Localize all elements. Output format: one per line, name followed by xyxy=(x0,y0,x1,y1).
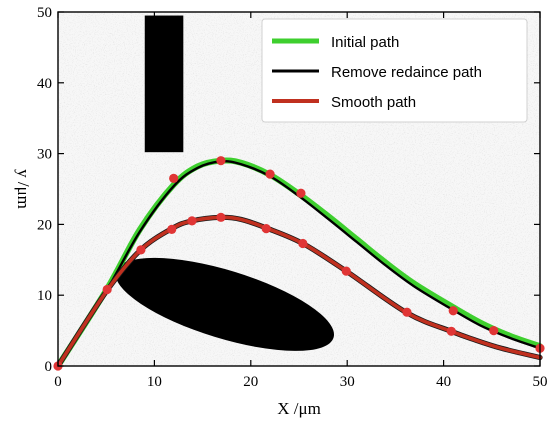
x-tick-label: 20 xyxy=(243,374,258,390)
path-waypoint-marker xyxy=(265,169,275,179)
y-tick-label: 0 xyxy=(45,359,53,375)
path-waypoint-marker xyxy=(341,266,351,276)
y-axis-label: y /μm xyxy=(14,169,33,209)
path-waypoint-marker xyxy=(489,326,499,336)
legend-box xyxy=(261,18,528,123)
obstacle-rectangle xyxy=(144,15,184,153)
y-tick-label: 10 xyxy=(37,288,52,304)
x-tick-label: 40 xyxy=(436,374,451,390)
x-axis-label: X /μm xyxy=(277,399,321,418)
marker-layer xyxy=(53,156,545,371)
path-waypoint-marker xyxy=(296,188,306,198)
path-waypoint-marker xyxy=(102,284,112,295)
y-tick-label: 50 xyxy=(37,5,52,21)
path-waypoint-marker xyxy=(402,307,412,317)
y-tick-label: 40 xyxy=(37,76,52,92)
path-waypoint-marker xyxy=(448,306,458,316)
x-tick-label: 30 xyxy=(340,374,355,390)
path-waypoint-marker xyxy=(446,326,456,336)
legend: Initial path Remove redaince path Smooth… xyxy=(261,18,528,123)
legend-label-smooth-path: Smooth path xyxy=(331,94,416,111)
x-tick-label: 50 xyxy=(533,374,548,390)
obstacle-ellipse xyxy=(115,257,335,351)
plot-frame xyxy=(57,11,541,367)
x-tick-label: 10 xyxy=(147,374,162,390)
obstacle-layer xyxy=(115,15,335,351)
path-waypoint-marker xyxy=(136,245,146,255)
y-tick-label: 20 xyxy=(37,217,52,233)
path-waypoint-marker xyxy=(298,238,308,249)
legend-label-initial-path: Initial path xyxy=(331,34,399,51)
y-tick-label: 30 xyxy=(37,147,52,163)
path-waypoint-marker xyxy=(216,212,226,222)
path-waypoint-marker xyxy=(169,173,179,183)
axis-ticks: 0 10 20 30 40 50 0 10 20 30 40 50 xyxy=(37,5,548,390)
path-waypoint-marker xyxy=(187,216,197,226)
path-waypoint-marker xyxy=(167,224,177,234)
legend-label-remove-redaince-path: Remove redaince path xyxy=(331,64,482,81)
path-waypoint-marker xyxy=(261,224,271,234)
x-tick-label: 0 xyxy=(54,374,62,390)
path-waypoint-marker xyxy=(216,156,226,166)
